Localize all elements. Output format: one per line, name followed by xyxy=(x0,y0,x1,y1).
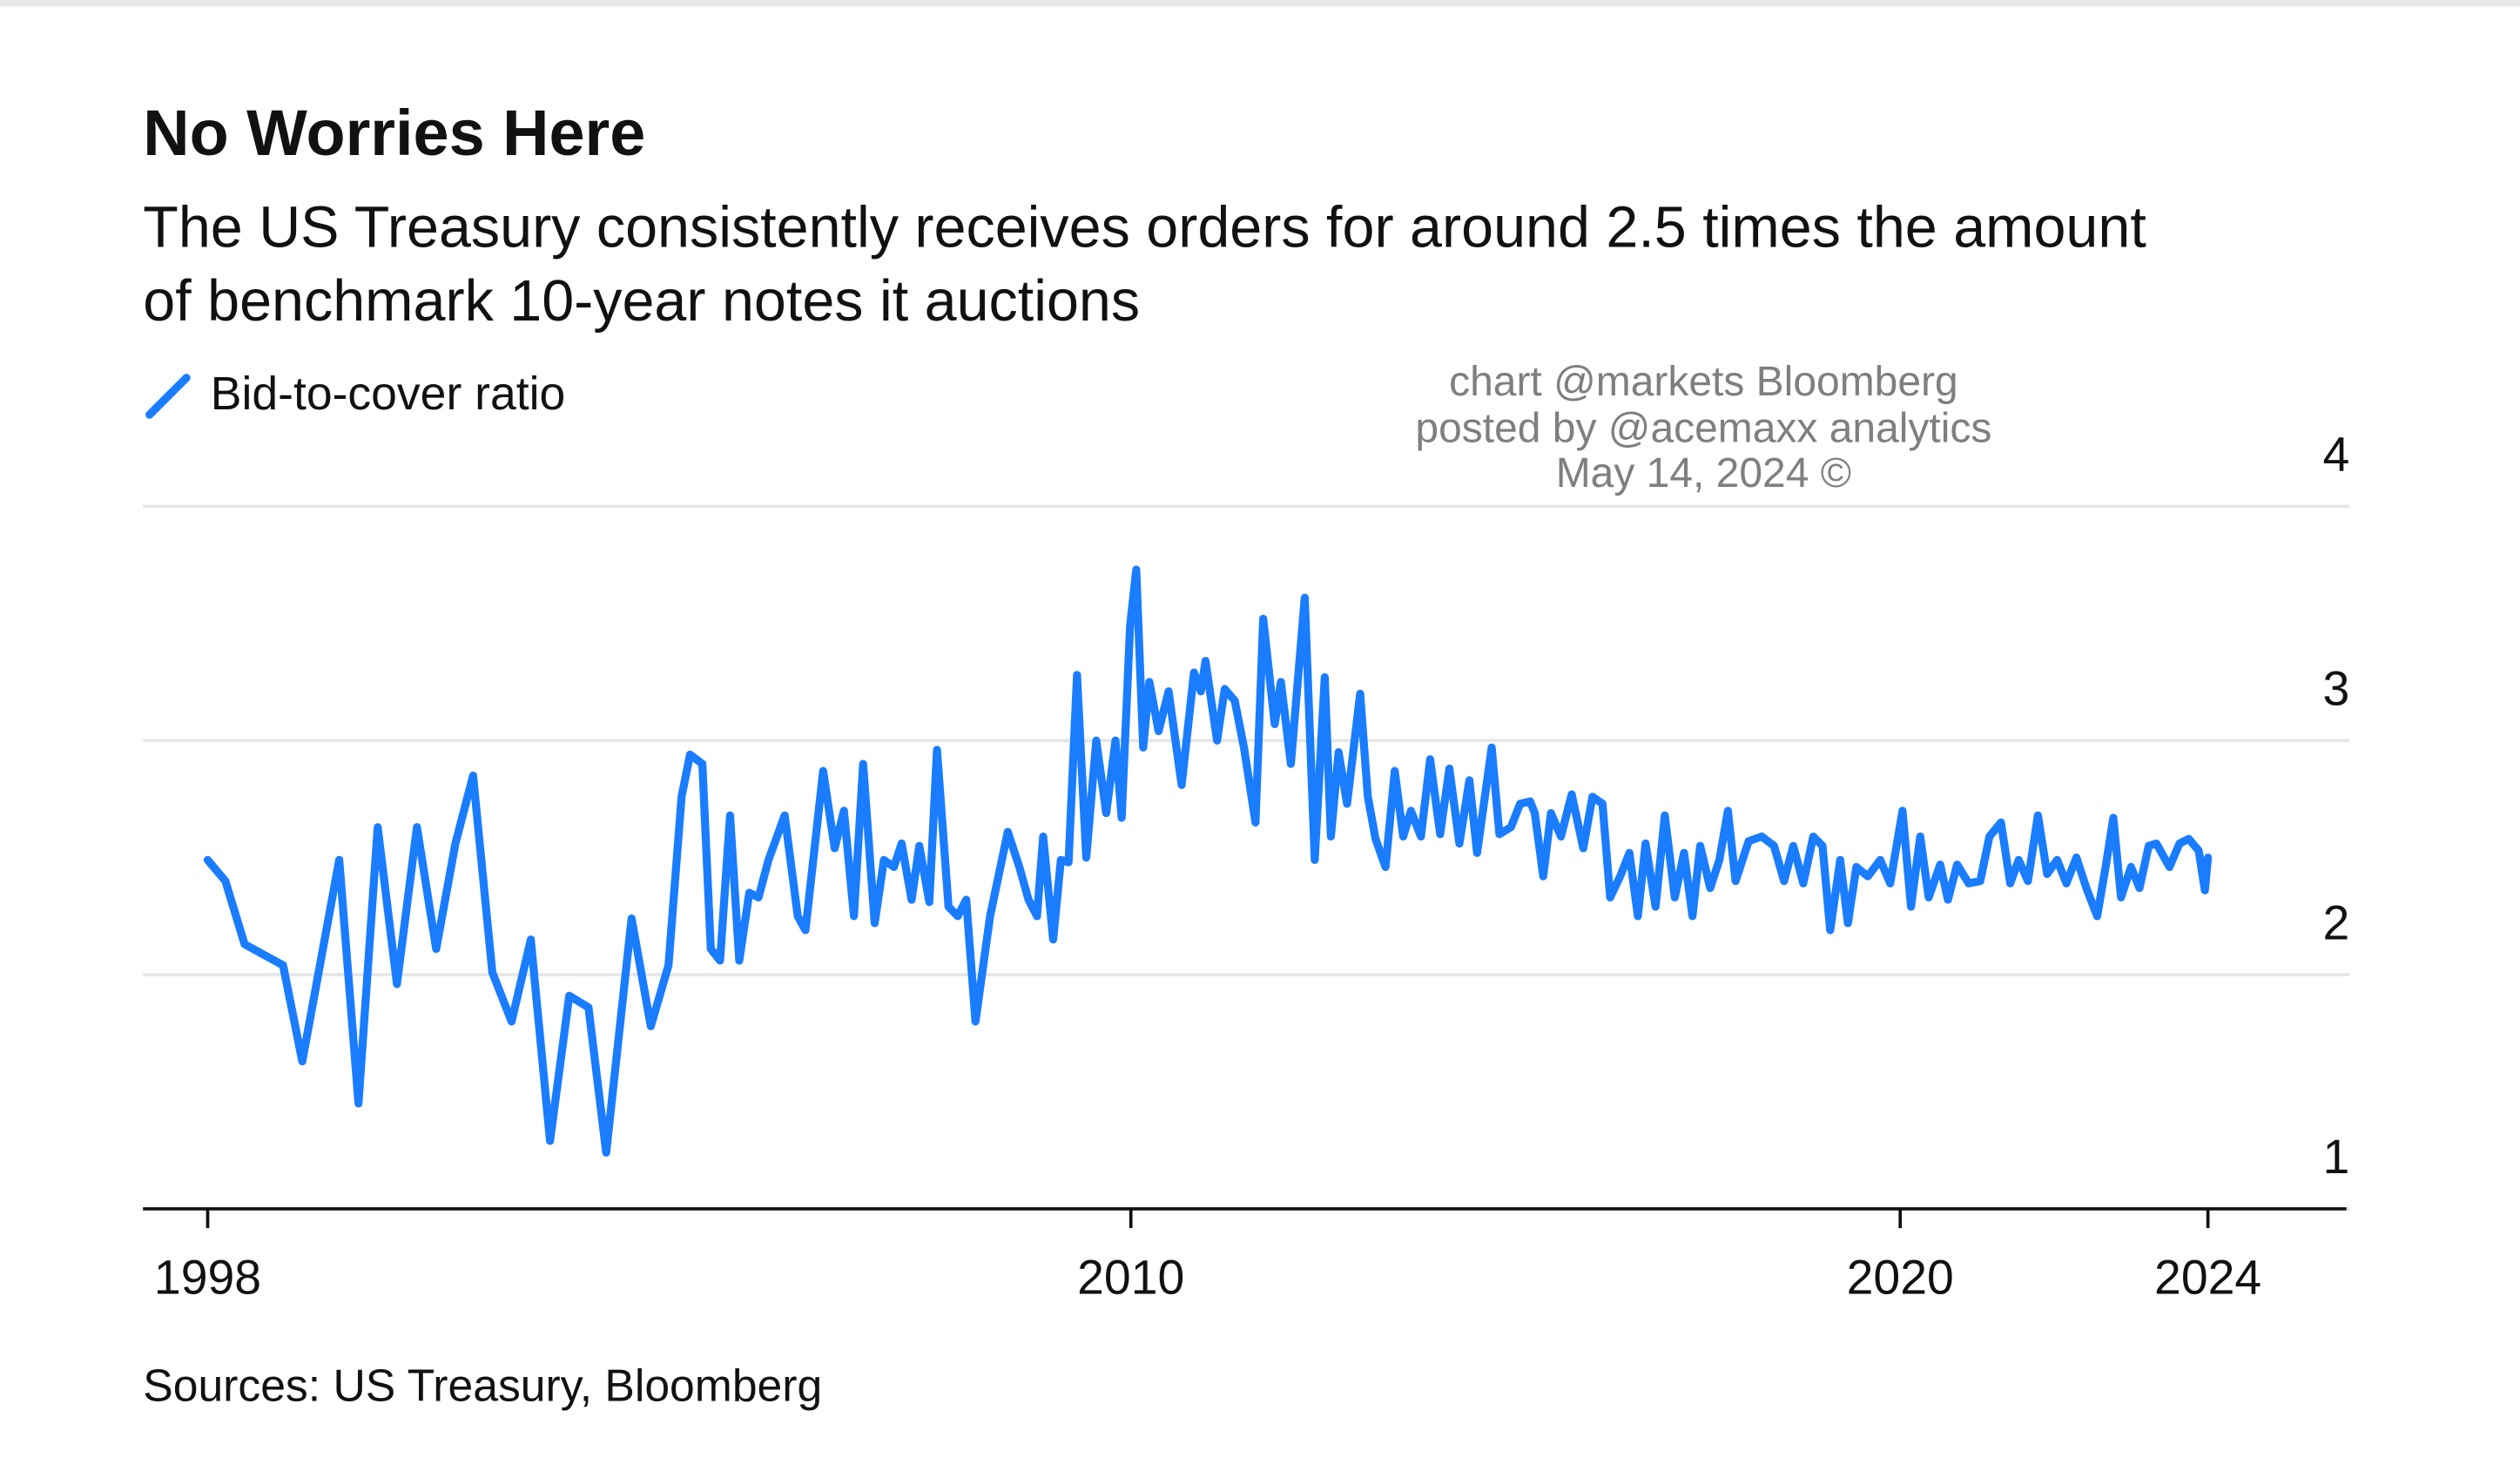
subtitle-line: of benchmark 10-year notes it auctions xyxy=(143,269,1140,334)
y-tick-label: 1 xyxy=(2323,1130,2350,1184)
y-tick-label: 3 xyxy=(2323,661,2350,715)
x-tick-label: 2010 xyxy=(1077,1251,1184,1305)
y-tick-label: 2 xyxy=(2323,895,2350,949)
annotation: posted by @acemaxx analytics xyxy=(1415,405,1991,451)
data-line xyxy=(203,565,2213,1158)
x-tick-label: 1998 xyxy=(154,1251,261,1305)
legend-label: Bid-to-cover ratio xyxy=(211,368,565,420)
source-note: Sources: US Treasury, Bloomberg xyxy=(143,1360,822,1410)
top-bar xyxy=(0,0,2520,7)
legend-swatch xyxy=(145,374,191,419)
annotation: chart @markets Bloomberg xyxy=(1449,359,1958,405)
chart-title: No Worries Here xyxy=(143,97,645,169)
y-tick-label: 4 xyxy=(2323,428,2350,482)
x-tick-label: 2020 xyxy=(1847,1251,1954,1305)
subtitle-line: The US Treasury consistently receives or… xyxy=(143,195,2146,260)
annotation: May 14, 2024 © xyxy=(1556,450,1851,496)
x-tick-label: 2024 xyxy=(2154,1251,2261,1305)
